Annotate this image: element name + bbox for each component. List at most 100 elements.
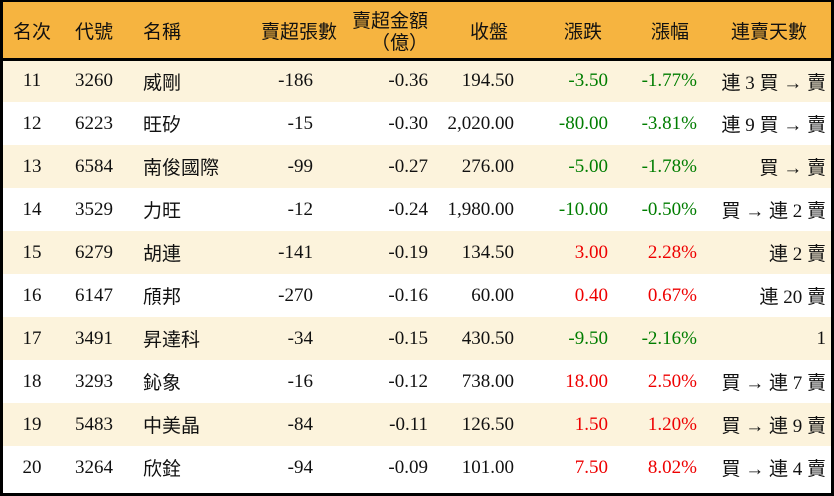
table-row: 16 6147 頎邦 -270 -0.16 60.00 0.40 0.67% 連 20 賣 bbox=[3, 274, 831, 317]
cell-code: 6223 bbox=[75, 112, 113, 134]
cell-change: -80.00 bbox=[558, 112, 608, 134]
cell-close: 60.00 bbox=[471, 284, 514, 306]
cell-streak: 買 → 連 4 賣 bbox=[721, 459, 826, 480]
cell-volume: -94 bbox=[287, 456, 313, 478]
cell-change-pct: -1.77% bbox=[641, 70, 697, 92]
cell-rank: 15 bbox=[22, 241, 42, 263]
cell-streak: 買 → 連 2 賣 bbox=[721, 201, 826, 222]
table-row: 12 6223 旺矽 -15 -0.30 2,020.00 -80.00 -3.81% 連 9 … bbox=[3, 102, 831, 145]
cell-rank: 14 bbox=[22, 198, 42, 220]
cell-amount: -0.19 bbox=[388, 241, 428, 263]
cell-close: 194.50 bbox=[461, 70, 514, 92]
cell-name: 威剛 bbox=[143, 72, 182, 94]
cell-change: 3.00 bbox=[574, 241, 608, 263]
cell-volume: -99 bbox=[287, 155, 313, 177]
cell-amount: -0.36 bbox=[388, 70, 428, 92]
cell-amount: -0.30 bbox=[388, 112, 428, 134]
cell-volume: -15 bbox=[287, 112, 313, 134]
cell-volume: -270 bbox=[278, 284, 313, 306]
cell-name: 欣銓 bbox=[143, 459, 182, 480]
cell-amount: -0.24 bbox=[388, 198, 428, 220]
cell-change-pct: -0.50% bbox=[641, 198, 697, 220]
cell-rank: 19 bbox=[22, 413, 42, 435]
cell-change: -3.50 bbox=[568, 70, 608, 92]
cell-rank: 16 bbox=[22, 284, 42, 306]
table-row: 19 5483 中美晶 -84 -0.11 126.50 1.50 1.20% 買 → 連 9 … bbox=[3, 403, 831, 446]
col-header-code: 代號 bbox=[74, 21, 113, 43]
cell-streak: 連 3 買 → 賣 bbox=[721, 72, 826, 94]
cell-rank: 11 bbox=[22, 70, 42, 92]
cell-close: 134.50 bbox=[461, 241, 514, 263]
col-header-name: 名稱 bbox=[143, 21, 182, 43]
cell-change: -5.00 bbox=[568, 155, 608, 177]
cell-change-pct: 1.20% bbox=[647, 413, 697, 435]
table-header: 名次 代號 名稱 賣超張數 賣超金額 （億） 收盤 漲跌 漲幅 連賣天數 bbox=[3, 2, 831, 59]
cell-volume: -12 bbox=[287, 198, 313, 220]
col-header-volume: 賣超張數 bbox=[261, 21, 338, 43]
cell-volume: -34 bbox=[287, 327, 313, 349]
cell-change-pct: 2.50% bbox=[647, 370, 697, 392]
col-header-amount-unit: （億） bbox=[370, 32, 428, 54]
col-header-amount: 賣超金額 （億） bbox=[321, 2, 436, 59]
cell-amount: -0.27 bbox=[388, 155, 428, 177]
table-row: 17 3491 昇達科 -34 -0.15 430.50 -9.50 -2.16% 1 bbox=[3, 317, 831, 360]
cell-close: 276.00 bbox=[461, 155, 514, 177]
col-header-close: 收盤 bbox=[469, 21, 508, 43]
cell-streak: 買 → 連 7 賣 bbox=[721, 373, 826, 394]
cell-streak: 連 2 賣 bbox=[768, 244, 826, 265]
cell-volume: -16 bbox=[287, 370, 313, 392]
cell-amount: -0.15 bbox=[388, 327, 428, 349]
cell-change-pct: 2.28% bbox=[647, 241, 697, 263]
header-row: 名次 代號 名稱 賣超張數 賣超金額 （億） 收盤 漲跌 漲幅 連賣天數 bbox=[3, 2, 831, 59]
cell-name: 胡連 bbox=[143, 244, 182, 265]
col-header-rank: 名次 bbox=[12, 21, 51, 43]
cell-change: 18.00 bbox=[565, 370, 608, 392]
cell-change: -9.50 bbox=[568, 327, 608, 349]
cell-streak: 買 → 連 9 賣 bbox=[721, 416, 826, 437]
cell-volume: -84 bbox=[287, 413, 313, 435]
cell-rank: 17 bbox=[22, 327, 42, 349]
table-body: 11 3260 威剛 -186 -0.36 194.50 -3.50 -1.77% 連 3 買 … bbox=[3, 59, 831, 489]
cell-code: 6147 bbox=[75, 284, 113, 306]
cell-rank: 18 bbox=[22, 370, 42, 392]
cell-name: 中美晶 bbox=[143, 416, 201, 437]
cell-close: 126.50 bbox=[461, 413, 514, 435]
cell-code: 3260 bbox=[75, 70, 113, 92]
cell-close: 1,980.00 bbox=[447, 198, 515, 220]
cell-change-pct: -1.78% bbox=[641, 155, 697, 177]
table-row: 11 3260 威剛 -186 -0.36 194.50 -3.50 -1.77% 連 3 買 … bbox=[3, 59, 831, 102]
cell-name: 頎邦 bbox=[143, 287, 182, 308]
cell-close: 101.00 bbox=[461, 456, 514, 478]
table-row: 15 6279 胡連 -141 -0.19 134.50 3.00 2.28% 連 2 賣 bbox=[3, 231, 831, 274]
cell-change: 0.40 bbox=[574, 284, 608, 306]
cell-change: 7.50 bbox=[574, 456, 608, 478]
cell-change: -10.00 bbox=[558, 198, 608, 220]
cell-streak: 1 bbox=[816, 327, 827, 349]
cell-volume: -141 bbox=[278, 241, 313, 263]
cell-change: 1.50 bbox=[574, 413, 608, 435]
col-header-streak: 連賣天數 bbox=[730, 21, 807, 43]
col-header-change-pct: 漲幅 bbox=[650, 21, 689, 43]
cell-amount: -0.09 bbox=[388, 456, 428, 478]
cell-amount: -0.11 bbox=[389, 413, 428, 435]
cell-name: 旺矽 bbox=[143, 115, 182, 136]
cell-code: 3491 bbox=[75, 327, 113, 349]
col-header-amount-main: 賣超金額 bbox=[351, 10, 428, 32]
cell-name: 鈊象 bbox=[143, 373, 182, 394]
cell-close: 430.50 bbox=[461, 327, 514, 349]
table-row: 18 3293 鈊象 -16 -0.12 738.00 18.00 2.50% 買 → 連 7 … bbox=[3, 360, 831, 403]
cell-change-pct: 8.02% bbox=[647, 456, 697, 478]
cell-change-pct: -3.81% bbox=[641, 112, 697, 134]
col-header-change: 漲跌 bbox=[563, 21, 602, 43]
table-row: 14 3529 力旺 -12 -0.24 1,980.00 -10.00 -0.50% 買 → … bbox=[3, 188, 831, 231]
cell-volume: -186 bbox=[278, 70, 313, 92]
cell-code: 5483 bbox=[75, 413, 113, 435]
cell-code: 3529 bbox=[75, 198, 113, 220]
cell-change-pct: -2.16% bbox=[641, 327, 697, 349]
cell-change-pct: 0.67% bbox=[647, 284, 697, 306]
net-sell-ranking-table: 名次 代號 名稱 賣超張數 賣超金額 （億） 收盤 漲跌 漲幅 連賣天數 11 3… bbox=[3, 2, 831, 489]
cell-amount: -0.12 bbox=[388, 370, 428, 392]
cell-streak: 買 → 賣 bbox=[759, 158, 826, 179]
cell-code: 3293 bbox=[75, 370, 113, 392]
